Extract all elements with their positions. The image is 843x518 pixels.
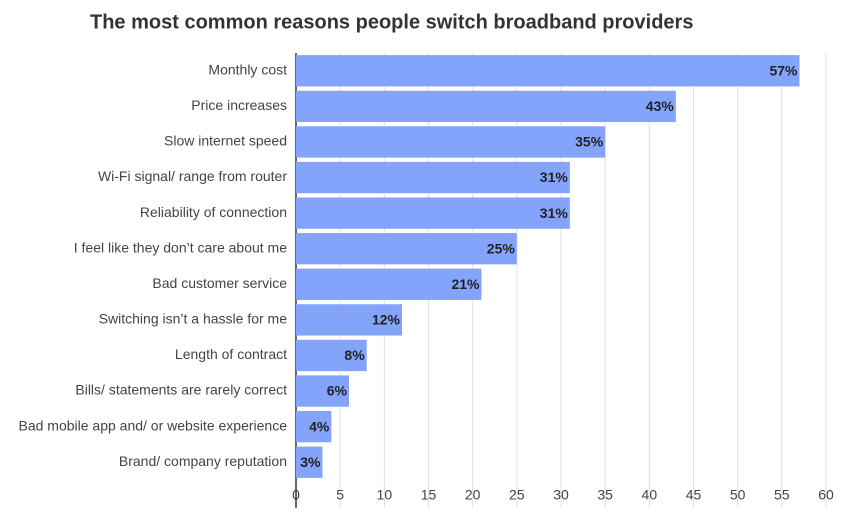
value-label: 8%	[344, 347, 365, 363]
x-tick-label: 5	[336, 487, 344, 503]
bar	[296, 304, 402, 336]
value-label: 3%	[300, 454, 321, 470]
y-tick-label: Bad mobile app and/ or website experienc…	[18, 417, 287, 433]
bar	[296, 126, 606, 158]
value-label: 4%	[309, 418, 330, 434]
x-tick-label: 50	[730, 487, 746, 503]
x-tick-label: 60	[818, 487, 834, 503]
value-label: 12%	[372, 312, 401, 328]
value-label: 31%	[540, 169, 569, 185]
x-tick-label: 35	[597, 487, 613, 503]
value-label: 6%	[327, 383, 348, 399]
x-tick-label: 40	[642, 487, 658, 503]
value-label: 21%	[451, 276, 480, 292]
y-tick-label: Length of contract	[175, 346, 287, 362]
x-tick-label: 25	[509, 487, 525, 503]
bar	[296, 197, 570, 229]
bar	[296, 55, 800, 87]
bar	[296, 339, 367, 372]
value-label: 43%	[646, 98, 675, 114]
x-tick-label: 10	[377, 487, 393, 503]
y-tick-label: Reliability of connection	[140, 204, 287, 220]
y-tick-label: I feel like they don’t care about me	[74, 239, 287, 255]
bar	[296, 161, 570, 194]
y-tick-label: Brand/ company reputation	[119, 453, 287, 469]
value-label: 35%	[575, 134, 604, 150]
y-tick-label: Wi-Fi signal/ range from router	[98, 168, 287, 184]
y-tick-label: Bills/ statements are rarely correct	[75, 382, 287, 398]
chart-title: The most common reasons people switch br…	[90, 11, 693, 33]
x-tick-label: 45	[686, 487, 702, 503]
x-tick-label: 55	[774, 487, 790, 503]
bar	[296, 233, 517, 265]
value-label: 31%	[540, 205, 569, 221]
value-label: 57%	[769, 62, 798, 78]
y-tick-label: Switching isn’t a hassle for me	[99, 311, 288, 327]
y-tick-label: Slow internet speed	[164, 133, 287, 149]
bar	[296, 375, 349, 407]
x-tick-label: 30	[553, 487, 569, 503]
bar	[296, 268, 482, 300]
bar	[296, 90, 676, 123]
y-tick-label: Monthly cost	[208, 61, 287, 77]
value-label: 25%	[487, 240, 516, 256]
bar	[296, 410, 332, 443]
y-tick-label: Bad customer service	[152, 275, 287, 291]
y-tick-label: Price increases	[191, 97, 287, 113]
x-tick-label: 20	[465, 487, 481, 503]
x-tick-label: 15	[421, 487, 437, 503]
bar	[296, 446, 323, 478]
